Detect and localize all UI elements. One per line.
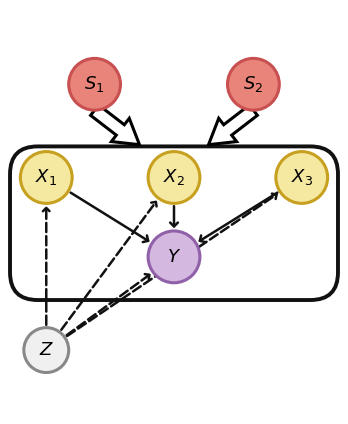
Text: $X_1$: $X_1$ [35,167,57,187]
Text: $Z$: $Z$ [39,341,54,359]
Circle shape [21,152,72,204]
Text: $Y$: $Y$ [167,248,181,266]
Circle shape [24,328,69,373]
Circle shape [148,231,200,283]
FancyBboxPatch shape [10,146,338,300]
Circle shape [69,59,120,110]
Polygon shape [90,105,140,145]
Text: $X_3$: $X_3$ [291,167,313,187]
Text: $S_2$: $S_2$ [243,74,263,94]
Text: $S_1$: $S_1$ [85,74,105,94]
Circle shape [148,152,200,204]
Circle shape [228,59,279,110]
Polygon shape [208,105,258,145]
Circle shape [276,152,327,204]
Text: $X_2$: $X_2$ [163,167,185,187]
